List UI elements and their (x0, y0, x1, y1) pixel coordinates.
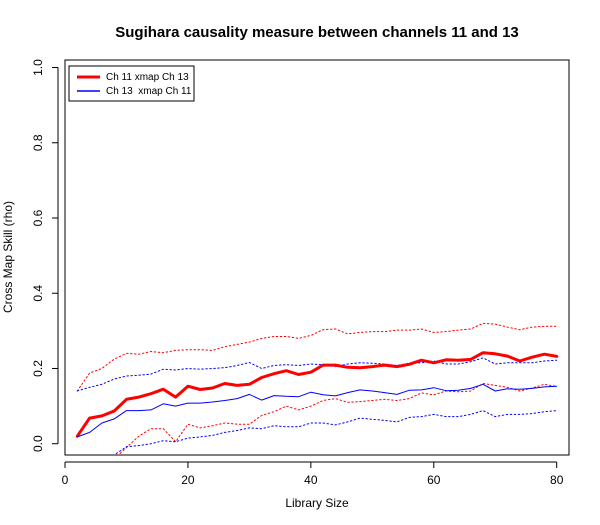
legend-box (68, 65, 195, 102)
x-axis-label: Library Size (285, 496, 349, 510)
x-tick-label-4: 80 (550, 473, 564, 487)
x-tick-label-3: 60 (427, 473, 441, 487)
y-tick-label-1: 0.2 (31, 360, 45, 377)
y-tick-label-2: 0.4 (31, 285, 45, 302)
y-axis-label: Cross Map Skill (rho) (1, 201, 15, 313)
legend-label-ch13: Ch 13 xmap Ch 11 (106, 86, 192, 97)
series-line-3 (117, 383, 558, 455)
plot-frame (64, 59, 570, 456)
x-tick-label-0: 0 (62, 473, 69, 487)
x-tick-label-1: 20 (181, 473, 195, 487)
series-line-1 (76, 383, 558, 438)
series-line-0 (75, 351, 559, 438)
series-line-4 (76, 357, 558, 392)
y-axis: 0.0 0.2 0.4 0.6 0.8 1.0 (31, 59, 59, 452)
y-tick-label-0: 0.0 (31, 435, 45, 452)
legend-label-ch11: Ch 11 xmap Ch 13 (106, 72, 189, 83)
x-tick-label-2: 40 (304, 473, 318, 487)
series-line-5 (113, 410, 558, 455)
series-layer (75, 322, 559, 455)
y-tick-label-4: 0.8 (31, 134, 45, 151)
chart-title: Sugihara causality measure between chann… (115, 24, 519, 41)
x-axis: 0 20 40 60 80 (62, 461, 564, 487)
series-line-2 (76, 322, 558, 392)
y-tick-label-5: 1.0 (31, 59, 45, 76)
y-tick-label-3: 0.6 (31, 209, 45, 226)
legend: Ch 11 xmap Ch 13 Ch 13 xmap Ch 11 (68, 65, 195, 102)
